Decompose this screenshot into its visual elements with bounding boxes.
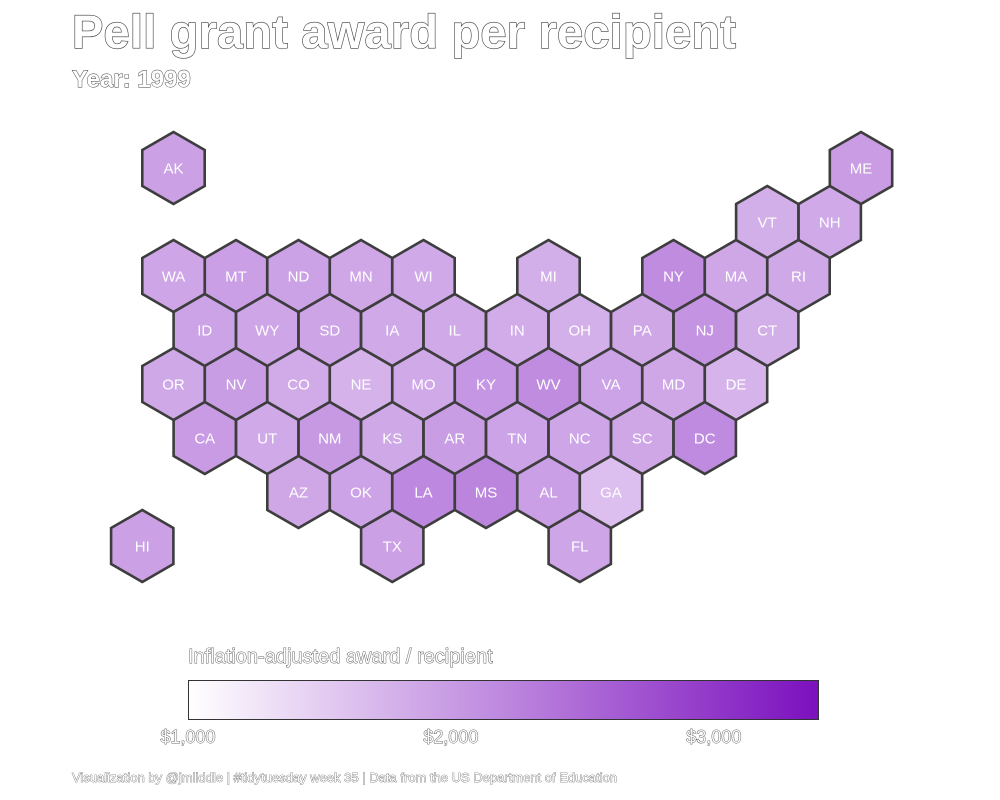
state-label-ms: MS: [475, 485, 498, 502]
state-label-fl: FL: [571, 539, 589, 556]
state-tile-sc: SC: [609, 400, 675, 476]
legend-tick-label: $2,000: [423, 727, 479, 748]
state-label-co: CO: [287, 377, 310, 394]
state-label-mt: MT: [225, 269, 247, 286]
state-hex-tx: [359, 508, 425, 584]
state-tile-ok: OK: [328, 454, 394, 530]
legend-tick-label: $3,000: [686, 727, 742, 748]
state-label-wa: WA: [162, 269, 186, 286]
state-label-ny: NY: [663, 269, 684, 286]
state-label-ks: KS: [382, 431, 402, 448]
state-label-va: VA: [602, 377, 621, 394]
state-label-in: IN: [510, 323, 525, 340]
caption: Visualization by @jmliddle | #tidytuesda…: [72, 770, 618, 786]
state-label-nj: NJ: [696, 323, 714, 340]
state-label-nh: NH: [819, 215, 841, 232]
state-label-ga: GA: [600, 485, 622, 502]
state-label-oh: OH: [569, 323, 592, 340]
state-hex-dc: [672, 400, 738, 476]
state-label-ca: CA: [194, 431, 215, 448]
state-tile-fl: FL: [547, 508, 613, 584]
state-label-al: AL: [539, 485, 557, 502]
state-label-tn: TN: [507, 431, 527, 448]
state-tile-de: DE: [703, 346, 769, 422]
state-tile-nh: NH: [797, 184, 863, 260]
state-tile-ga: GA: [578, 454, 644, 530]
state-tile-or: OR: [141, 346, 206, 422]
state-label-mn: MN: [349, 269, 372, 286]
page-subtitle: Year: 1999: [72, 66, 192, 94]
state-label-il: IL: [448, 323, 461, 340]
page-title: Pell grant award per recipient: [71, 4, 737, 58]
state-label-me: ME: [850, 161, 873, 178]
state-label-pa: PA: [633, 323, 652, 340]
state-label-az: AZ: [289, 485, 308, 502]
state-label-nv: NV: [226, 377, 247, 394]
state-label-la: LA: [414, 485, 432, 502]
state-label-nd: ND: [288, 269, 310, 286]
state-tile-dc: DC: [672, 400, 738, 476]
state-label-hi: HI: [135, 539, 150, 556]
state-label-md: MD: [662, 377, 685, 394]
state-label-nm: NM: [318, 431, 341, 448]
state-label-mo: MO: [411, 377, 435, 394]
state-label-wv: WV: [536, 377, 560, 394]
state-label-tx: TX: [383, 539, 402, 556]
state-label-wy: WY: [255, 323, 279, 340]
state-hex-ak: [141, 130, 206, 206]
state-label-or: OR: [162, 377, 185, 394]
state-label-de: DE: [726, 377, 747, 394]
state-label-ri: RI: [791, 269, 806, 286]
state-label-sd: SD: [319, 323, 340, 340]
state-label-wi: WI: [414, 269, 432, 286]
state-label-vt: VT: [758, 215, 777, 232]
state-hex-fl: [547, 508, 613, 584]
state-label-sc: SC: [632, 431, 653, 448]
state-label-ia: IA: [385, 323, 399, 340]
state-label-ky: KY: [476, 377, 496, 394]
legend-tick-label: $1,000: [160, 727, 216, 748]
state-tile-hi: HI: [109, 508, 175, 584]
state-label-mi: MI: [540, 269, 557, 286]
state-label-ma: MA: [725, 269, 748, 286]
state-label-ar: AR: [444, 431, 465, 448]
state-tile-tx: TX: [359, 508, 425, 584]
state-label-ok: OK: [350, 485, 372, 502]
state-label-ut: UT: [257, 431, 277, 448]
state-label-ct: CT: [757, 323, 777, 340]
state-label-ne: NE: [351, 377, 372, 394]
legend-color-bar: [188, 680, 819, 720]
state-label-nc: NC: [569, 431, 591, 448]
state-label-ak: AK: [163, 161, 183, 178]
state-tile-mi: MI: [515, 238, 582, 314]
state-label-dc: DC: [694, 431, 716, 448]
state-label-id: ID: [197, 323, 212, 340]
state-tile-ak: AK: [141, 130, 206, 206]
state-hex-hi: [109, 508, 175, 584]
state-tile-ms: MS: [453, 454, 519, 530]
legend-title: Inflation-adjusted award / recipient: [188, 646, 493, 669]
